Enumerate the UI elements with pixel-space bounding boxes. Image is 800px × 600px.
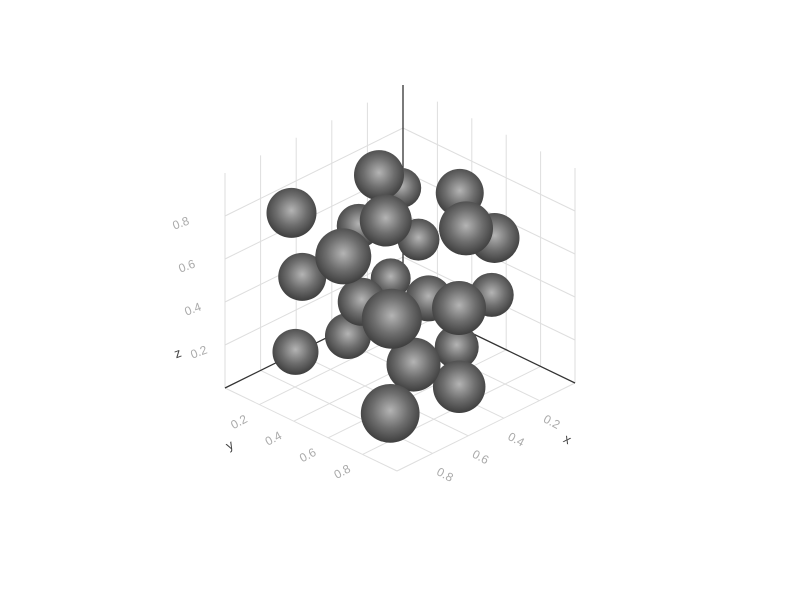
grid-line xyxy=(402,170,576,255)
sphere xyxy=(361,288,422,349)
grid-line xyxy=(402,127,576,212)
sphere xyxy=(432,360,486,413)
x-tick-label: 0.4 xyxy=(506,429,528,449)
grid-line xyxy=(260,369,433,454)
z-tick-label: 0.4 xyxy=(183,300,204,319)
sphere xyxy=(278,252,327,301)
sphere xyxy=(315,228,372,285)
box-edge xyxy=(396,382,576,472)
y-tick-label: 0.4 xyxy=(263,428,285,448)
y-tick-label: 0.2 xyxy=(228,412,250,432)
grid-line xyxy=(327,349,507,439)
sphere xyxy=(266,187,317,238)
z-tick-label: 0.6 xyxy=(177,257,198,276)
z-axis-title: z xyxy=(172,345,183,361)
box-edge xyxy=(224,387,398,472)
z-tick-label: 0.8 xyxy=(171,214,192,233)
x-tick-label: 0.8 xyxy=(434,465,456,485)
sphere xyxy=(360,384,420,443)
z-tick-label: 0.2 xyxy=(189,343,210,362)
sphere xyxy=(386,337,441,392)
sphere xyxy=(434,324,479,369)
sphere xyxy=(272,328,319,375)
y-tick-label: 0.8 xyxy=(332,461,354,481)
x-tick-label: 0.2 xyxy=(541,412,563,432)
sphere xyxy=(354,150,404,201)
grid-line xyxy=(224,127,404,217)
sphere xyxy=(359,194,412,247)
y-tick-label: 0.6 xyxy=(297,445,319,465)
y-axis-title: y xyxy=(223,437,236,454)
x-axis-title: x xyxy=(561,431,574,448)
sphere xyxy=(439,201,494,256)
x-tick-label: 0.6 xyxy=(470,447,492,467)
sphere xyxy=(432,281,487,336)
